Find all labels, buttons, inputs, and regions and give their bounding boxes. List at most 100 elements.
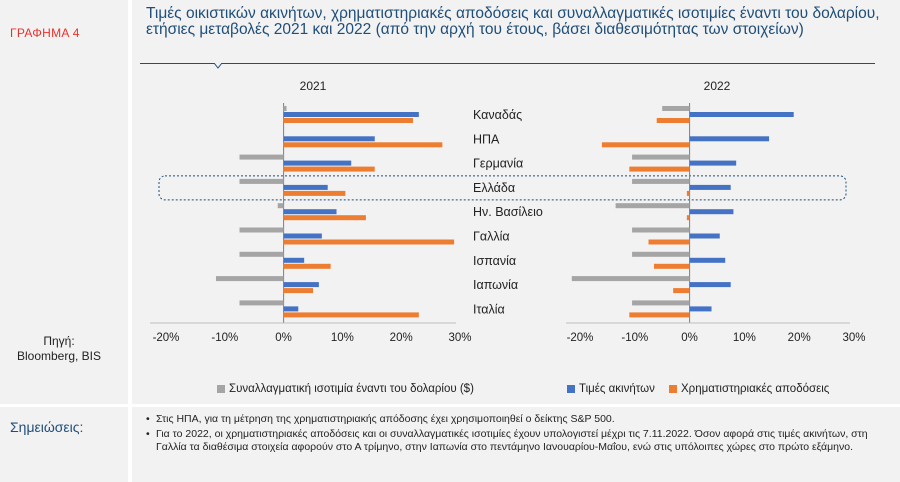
bar-exchange xyxy=(615,203,690,209)
bar-stocks xyxy=(656,118,690,123)
bar-housing xyxy=(283,160,352,166)
category-label: Γαλλία xyxy=(473,230,510,244)
bar-housing xyxy=(283,136,375,142)
x-tick-label: -20% xyxy=(567,332,594,344)
bar-housing xyxy=(689,306,712,312)
category-label: Ιταλία xyxy=(473,302,505,316)
x-tick-label: 20% xyxy=(788,332,811,344)
bar-exchange xyxy=(239,300,284,306)
bar-housing xyxy=(689,136,770,142)
bar-exchange xyxy=(632,227,690,233)
bar-exchange xyxy=(283,106,287,111)
title-divider xyxy=(140,63,875,64)
chart-panel xyxy=(132,0,900,404)
figure-label: ΓΡΑΦΗΜΑ 4 xyxy=(10,26,80,40)
x-tick-label: 30% xyxy=(842,332,865,344)
notes-list: Στις ΗΠΑ, για τη μέτρηση της χρηματιστηρ… xyxy=(146,413,891,456)
bar-exchange xyxy=(632,178,690,184)
source-label: Πηγή: xyxy=(43,334,75,348)
bar-stocks xyxy=(283,263,331,269)
x-tick-label: -10% xyxy=(621,332,648,344)
legend-swatch-housing xyxy=(567,385,575,393)
bar-housing xyxy=(689,282,731,288)
x-tick-label: 0% xyxy=(275,332,292,344)
bar-exchange xyxy=(239,178,284,184)
bar-exchange xyxy=(571,276,690,282)
category-label: Ιαπωνία xyxy=(473,278,518,292)
bar-exchange xyxy=(632,251,690,257)
title-notch-icon xyxy=(214,63,222,69)
bar-stocks xyxy=(283,166,375,172)
bar-stocks xyxy=(686,215,690,221)
bar-stocks xyxy=(629,312,690,318)
legend-item-stocks: Χρηματιστηριακές αποδόσεις xyxy=(669,383,829,395)
bar-housing xyxy=(283,306,299,312)
bar-stocks xyxy=(283,215,366,221)
bar-exchange xyxy=(215,276,284,282)
legend-label-housing: Τιμές ακινήτων xyxy=(579,383,655,395)
category-label: Καναδάς xyxy=(473,108,522,122)
legend-item-housing: Τιμές ακινήτων xyxy=(567,383,655,395)
x-tick-label: 0% xyxy=(681,332,698,344)
legend-label-exchange: Συναλλαγματική ισοτιμία έναντι του δολαρ… xyxy=(229,383,474,395)
bar-stocks xyxy=(686,190,690,196)
bar-exchange xyxy=(239,154,284,160)
note-item: Στις ΗΠΑ, για τη μέτρηση της χρηματιστηρ… xyxy=(146,413,891,426)
category-label: Ην. Βασίλειο xyxy=(473,205,543,219)
bar-housing xyxy=(283,184,328,190)
bar-exchange xyxy=(632,154,690,160)
category-label: ΗΠΑ xyxy=(473,132,500,146)
bar-housing xyxy=(689,233,720,239)
bar-stocks xyxy=(629,166,690,172)
bar-stocks xyxy=(283,190,346,196)
bar-housing xyxy=(689,160,737,166)
panel-title: 2021 xyxy=(300,79,327,93)
bar-housing xyxy=(283,282,319,288)
bar-stocks xyxy=(653,263,690,269)
bar-stocks xyxy=(283,118,413,123)
x-tick-label: 10% xyxy=(331,332,354,344)
bar-exchange xyxy=(662,106,690,111)
bar-stocks xyxy=(283,288,313,294)
bar-stocks xyxy=(283,312,419,318)
bar-housing xyxy=(689,112,794,117)
bar-exchange xyxy=(277,203,284,209)
x-tick-label: 10% xyxy=(733,332,756,344)
bar-housing xyxy=(283,112,419,117)
bar-stocks xyxy=(673,288,690,294)
category-label: Ελλάδα xyxy=(473,181,515,195)
bar-housing xyxy=(689,209,734,215)
x-tick-label: -10% xyxy=(211,332,238,344)
highlight-box xyxy=(158,175,847,201)
bar-stocks xyxy=(648,239,690,245)
bar-exchange xyxy=(239,251,284,257)
bar-exchange xyxy=(239,227,284,233)
legend-swatch-stocks xyxy=(669,385,677,393)
legend-label-stocks: Χρηματιστηριακές αποδόσεις xyxy=(681,383,830,395)
note-item: Για το 2022, οι χρηματιστηριακές αποδόσε… xyxy=(146,428,891,454)
bar-housing xyxy=(689,257,726,263)
bar-housing xyxy=(283,209,337,215)
panel-title: 2022 xyxy=(704,79,731,93)
notes-title: Σημειώσεις: xyxy=(10,419,84,435)
bar-housing xyxy=(689,184,731,190)
bar-housing xyxy=(283,233,322,239)
bar-housing xyxy=(283,257,305,263)
legend-swatch-exchange xyxy=(217,385,225,393)
bar-exchange xyxy=(632,300,690,306)
bar-stocks xyxy=(283,239,455,245)
x-tick-label: 20% xyxy=(390,332,413,344)
sidebar-panel xyxy=(0,0,128,404)
bar-stocks xyxy=(601,142,690,148)
bar-stocks xyxy=(283,142,443,148)
x-tick-label: -20% xyxy=(153,332,180,344)
source: Πηγή: Bloomberg, BIS xyxy=(0,334,118,364)
source-text: Bloomberg, BIS xyxy=(16,349,102,363)
chart-title: Τιμές οικιστικών ακινήτων, χρηματιστηρια… xyxy=(146,5,880,38)
bar-chart: 2021 -20% -10% 0% 10% 20% 30% 2022 -20% -10% 0% 10%… xyxy=(150,79,866,344)
category-label: Γερμανία xyxy=(473,157,523,171)
x-tick-label: 30% xyxy=(448,332,471,344)
category-label: Ισπανία xyxy=(473,254,516,268)
legend-item-exchange: Συναλλαγματική ισοτιμία έναντι του δολαρ… xyxy=(217,383,474,395)
notes-label-panel xyxy=(0,407,128,482)
